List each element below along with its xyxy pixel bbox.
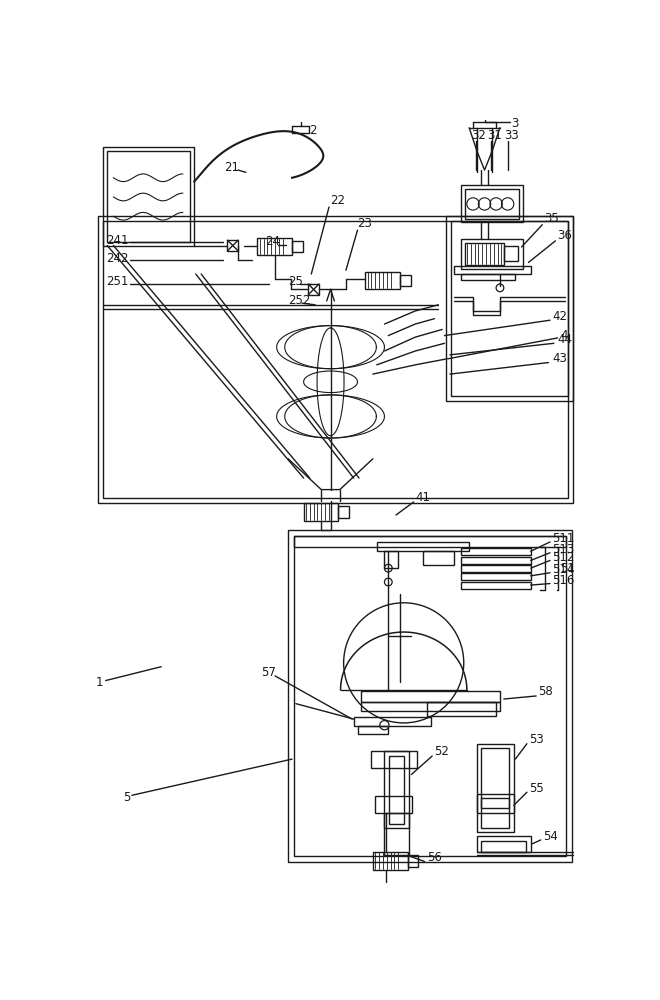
Bar [294,536,566,856]
Text: 4: 4 [560,329,568,342]
Bar [98,216,573,503]
Text: 23: 23 [358,217,372,230]
Bar [384,813,409,855]
Bar [362,691,500,702]
Bar [465,243,504,265]
Bar [454,266,531,274]
Text: 33: 33 [504,129,519,142]
Text: 21: 21 [224,161,240,174]
Bar [477,794,514,832]
Bar [371,751,417,768]
Bar [461,185,523,222]
Bar [461,548,531,555]
Bar [482,841,526,852]
Text: 51: 51 [560,562,575,575]
Text: 514: 514 [552,563,575,576]
Bar [103,221,568,498]
Bar [384,751,409,828]
Text: 251: 251 [106,275,128,288]
Bar [375,796,412,813]
Bar [461,582,531,589]
Bar [294,536,566,547]
Text: 54: 54 [543,830,558,843]
Bar [365,272,400,289]
Bar [304,503,338,521]
Bar [461,274,515,280]
Bar [482,748,510,808]
Bar [400,275,411,286]
Text: 53: 53 [529,733,544,746]
Text: 55: 55 [529,782,544,795]
Bar [292,241,303,252]
Text: 3: 3 [512,117,519,130]
Bar [461,565,531,572]
Bar [389,756,405,824]
Text: 56: 56 [427,851,442,864]
Bar [461,557,531,564]
Bar [288,530,572,862]
Bar [362,702,500,711]
Bar [104,147,194,246]
Bar [461,573,531,580]
Bar [423,551,454,565]
Text: 42: 42 [552,310,568,323]
Text: 43: 43 [552,352,567,365]
Text: 25: 25 [288,275,303,288]
Bar [227,240,238,251]
Bar [384,551,399,568]
Text: 57: 57 [261,666,276,679]
Bar [257,238,292,255]
Text: 242: 242 [106,252,128,265]
Text: 32: 32 [471,129,486,142]
Text: 513: 513 [552,543,575,556]
Bar [354,717,430,726]
Bar [308,284,319,295]
Bar [504,246,517,261]
Bar [446,216,573,401]
Bar [377,542,469,551]
Text: 31: 31 [488,129,502,142]
Text: 36: 36 [557,229,572,242]
Text: 2: 2 [309,124,317,137]
Bar [477,744,514,813]
Text: 41: 41 [415,491,430,504]
Text: 22: 22 [331,194,346,207]
Bar [358,726,388,734]
Bar [427,702,496,716]
Text: 1: 1 [96,676,103,689]
Text: 5: 5 [123,791,130,804]
Bar [373,852,407,870]
Bar [107,151,190,242]
Text: 511: 511 [552,532,575,545]
Text: 52: 52 [434,745,449,758]
Bar [482,798,510,828]
Bar [461,239,523,269]
Text: 24: 24 [265,235,280,248]
Bar [477,836,531,852]
Text: 58: 58 [539,685,553,698]
Bar [338,506,349,518]
Text: 512: 512 [552,551,575,564]
Bar [465,189,519,219]
Text: 35: 35 [544,212,558,225]
Text: 252: 252 [288,294,311,307]
Bar [451,221,568,396]
Text: 516: 516 [552,574,575,587]
Text: 241: 241 [106,234,128,247]
Text: 44: 44 [557,333,572,346]
Bar [408,855,418,867]
